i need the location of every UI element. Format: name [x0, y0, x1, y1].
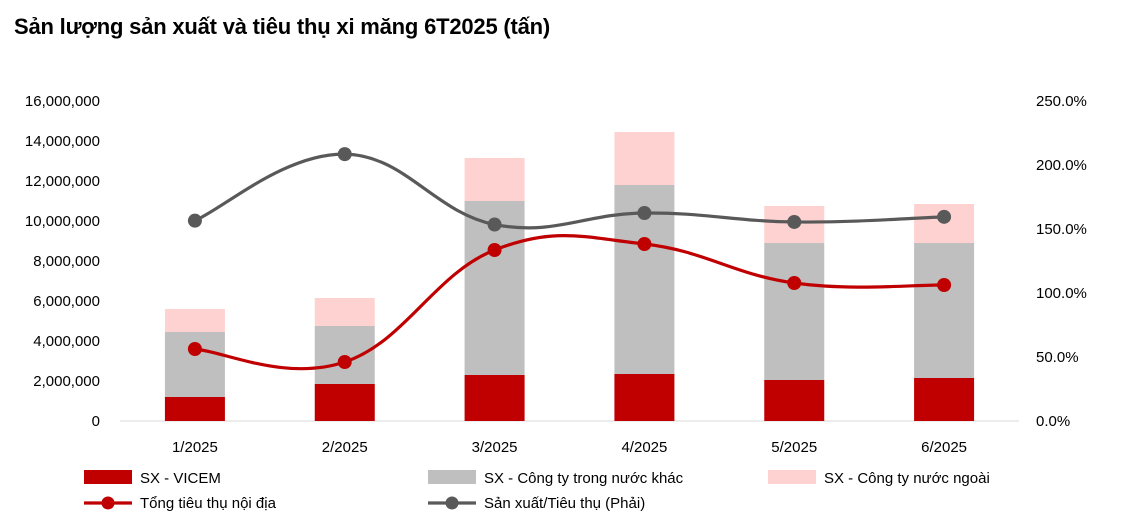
legend-label: Tổng tiêu thụ nội địa — [140, 495, 277, 512]
series-line — [194, 234, 945, 371]
line-point — [487, 217, 502, 232]
line-point — [787, 276, 802, 290]
y-right-tick-label: 0.0% — [1036, 413, 1070, 430]
legend-label: SX - Công ty trong nước khác — [484, 470, 684, 487]
legend: SX - VICEM SX - Công ty trong nước khác SX… — [84, 470, 990, 512]
legend-swatch-marker — [445, 496, 459, 510]
line-point — [187, 342, 202, 356]
bar-segment — [914, 378, 975, 421]
y-left-tick-label: 8,000,000 — [33, 253, 100, 270]
bar-segment — [314, 384, 375, 421]
y-left-tick-label: 14,000,000 — [25, 133, 100, 150]
y-left-tick-label: 6,000,000 — [33, 293, 100, 310]
y-left-tick-label: 0 — [92, 413, 100, 430]
line-point — [337, 355, 352, 369]
y-right-tick-label: 200.0% — [1036, 157, 1087, 174]
legend-swatch — [428, 470, 476, 484]
legend-swatch-marker — [101, 496, 115, 510]
y-left-tick-label: 4,000,000 — [33, 333, 100, 350]
bar-segment — [614, 374, 675, 421]
x-tick-label: 5/2025 — [771, 439, 817, 456]
axes: 0 2,000,000 4,000,000 6,000,000 8,000,000 10,… — [25, 93, 1087, 456]
lines — [187, 147, 952, 371]
bar-segment — [164, 332, 225, 397]
chart-title: Sản lượng sản xuất và tiêu thụ xi măng 6… — [14, 14, 551, 39]
bar-segment — [764, 380, 825, 421]
y-left-tick-label: 10,000,000 — [25, 213, 100, 230]
line-point — [637, 206, 652, 220]
line-point — [337, 147, 352, 162]
legend-label: SX - VICEM — [140, 470, 221, 487]
line-point — [937, 209, 952, 224]
y-right-tick-label: 50.0% — [1036, 349, 1079, 366]
bar-segment — [614, 132, 675, 185]
legend-label: Sản xuất/Tiêu thụ (Phải) — [484, 495, 645, 512]
legend-label: SX - Công ty nước ngoài — [824, 470, 990, 487]
y-right-tick-label: 250.0% — [1036, 93, 1087, 110]
bar-segment — [164, 397, 225, 421]
y-left-tick-label: 16,000,000 — [25, 93, 100, 110]
legend-swatch — [84, 470, 132, 484]
x-tick-label: 4/2025 — [621, 439, 667, 456]
x-tick-label: 6/2025 — [921, 439, 967, 456]
bar-segment — [464, 375, 525, 421]
y-right-tick-label: 100.0% — [1036, 285, 1087, 302]
y-left-tick-label: 12,000,000 — [25, 173, 100, 190]
x-tick-label: 1/2025 — [172, 439, 218, 456]
bar-segment — [164, 309, 225, 332]
y-left-tick-label: 2,000,000 — [33, 373, 100, 390]
legend-swatch — [768, 470, 816, 484]
x-tick-label: 2/2025 — [322, 439, 368, 456]
line-point — [487, 243, 502, 257]
y-right-tick-label: 150.0% — [1036, 221, 1087, 238]
series-line — [194, 152, 945, 230]
bars — [164, 132, 975, 421]
bar-segment — [314, 298, 375, 326]
bar-segment — [914, 243, 975, 378]
bar-segment — [764, 243, 825, 380]
bar-segment — [464, 158, 525, 201]
line-point — [937, 278, 952, 292]
line-point — [187, 213, 202, 228]
line-point — [637, 237, 652, 251]
line-point — [787, 214, 802, 229]
x-tick-label: 3/2025 — [472, 439, 518, 456]
